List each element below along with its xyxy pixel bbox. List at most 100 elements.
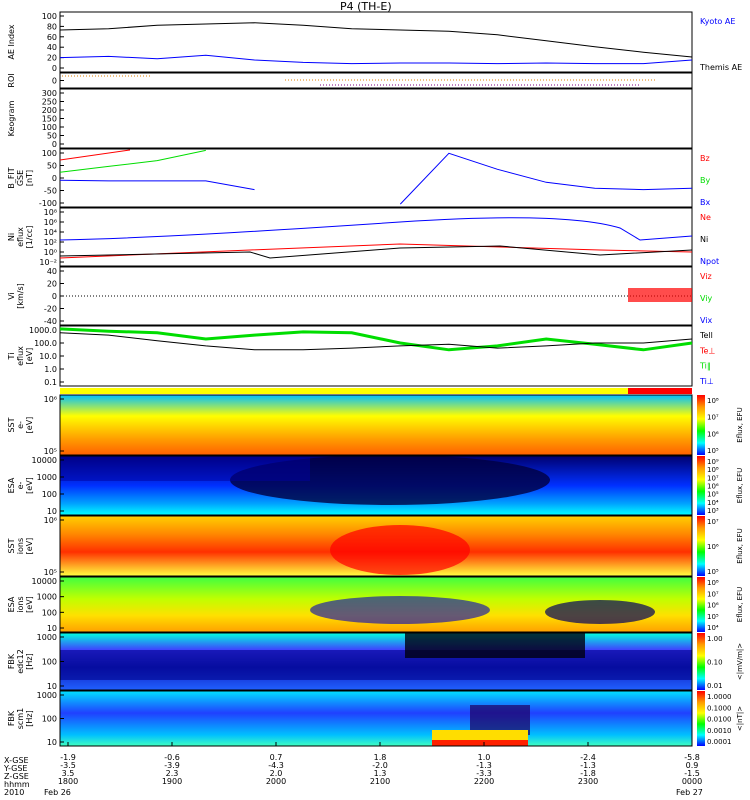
panel-ylabel-ti: Ti — [7, 353, 16, 361]
panel-tick-vi: 0 — [52, 292, 57, 301]
panel-ylabel-sst_i: SST — [7, 538, 16, 553]
colorbar-tick-sst_e: 10⁶ — [707, 430, 719, 438]
legend-ni: Ni — [700, 235, 708, 244]
colorbar-tick-esa_i: 10⁵ — [707, 613, 719, 621]
xaxis-tick-z: 2.0 — [270, 769, 283, 778]
esa-e-lowflux — [60, 456, 310, 481]
panel-tick-keogram: 250 — [42, 98, 57, 107]
xaxis-row-label-hhmm: hhmm — [4, 780, 30, 789]
panel-tick-sst_i: 10⁶ — [44, 516, 57, 525]
panel-tick-sst_e: 10⁵ — [44, 447, 57, 456]
colorbar-esa_i — [697, 577, 705, 632]
colorbar-tick-fbk_scm: 1.0000 — [707, 693, 732, 701]
panel-ylabel-bfit: B_FIT — [7, 167, 16, 188]
colorbar-tick-fbk_scm: 0.0100 — [707, 716, 732, 724]
panel-frame-ti — [59, 325, 693, 387]
colorbar-tick-esa_i: 10⁴ — [707, 624, 719, 632]
panel-frame-esa_e — [59, 455, 693, 516]
xaxis-row-label-z: Z-GSE — [4, 772, 29, 781]
panel-tick-esa_i: 1000 — [37, 593, 57, 602]
xaxis-end-date: Feb 27 — [676, 788, 703, 797]
colorbar-tick-esa_e: 10⁵ — [707, 491, 719, 499]
colorbar-tick-esa_i: 10⁸ — [707, 579, 719, 587]
panel-tick-ni: 10⁻² — [39, 258, 57, 267]
panel-tick-ti: 100.0 — [34, 339, 57, 348]
panel-tick-ti: 1000.0 — [29, 326, 57, 335]
panel-tick-esa_e: 10 — [47, 507, 57, 516]
panel-tick-vi: -40 — [44, 317, 57, 326]
panel-tick-ae: 60 — [47, 33, 57, 42]
panel-tick-fbk_edc: 10 — [47, 682, 57, 691]
spectrogram-sst_e — [60, 395, 692, 455]
panel-ylabel-sst_i: ions — [16, 538, 25, 554]
panel-ylabel-esa_i: ESA — [7, 596, 16, 612]
panel-ylabel-ae: AE Index — [7, 24, 16, 59]
panel-tick-ae: 20 — [47, 54, 57, 63]
panel-tick-bfit: -100 — [39, 199, 57, 208]
colorbar-tick-esa_e: 10⁷ — [707, 474, 719, 482]
colorbar-tick-fbk_edc: 0.10 — [707, 659, 723, 667]
panel-tick-esa_i: 10 — [47, 624, 57, 633]
xaxis-tick-y: -2.0 — [372, 761, 388, 770]
legend-vi: Viy — [700, 294, 713, 303]
series-line-tell — [59, 332, 693, 351]
xaxis-tick-z: -3.3 — [476, 769, 492, 778]
panel-tick-ti: 1.0 — [44, 365, 57, 374]
xaxis-tick-x: -2.4 — [580, 753, 596, 762]
xaxis-tick-time: 2200 — [474, 777, 494, 786]
panel-tick-bfit: -50 — [44, 187, 57, 196]
panel-tick-ni: 10⁶ — [44, 218, 57, 227]
panel-frame-sst_i — [59, 515, 693, 577]
fbk-edc-dark — [405, 633, 585, 658]
colorbar-sst_e — [697, 395, 705, 455]
colorbar-label-esa_e: Eflux, EFU — [736, 468, 744, 503]
panel-ylabel-ti: eflux — [16, 346, 25, 366]
panel-tick-esa_e: 10000 — [32, 456, 57, 465]
xaxis-tick-time: 0000 — [682, 777, 702, 786]
colorbar-sst_i — [697, 516, 705, 576]
panel-ylabel-vi: Vi — [7, 292, 16, 300]
panel-ylabel-sst_e: e- — [16, 421, 25, 429]
panel-frame-ni — [59, 207, 693, 267]
colorbar-label-esa_i: Eflux, EFU — [736, 587, 744, 622]
legend-bfit: Bx — [700, 198, 710, 207]
colorbar-label-fbk_edc: <|mV/m|> — [736, 643, 744, 680]
panel-ylabel-fbk_scm: scm1 — [16, 708, 25, 729]
colorbar-tick-esa_e: 10³ — [707, 507, 719, 515]
xaxis-tick-time: 1900 — [162, 777, 182, 786]
panel-ylabel-ni: [1/cc] — [25, 226, 34, 249]
panel-frame-esa_i — [59, 576, 693, 633]
spectrogram-fbk_scm — [60, 691, 692, 746]
panel-tick-fbk_edc: 1000 — [37, 633, 57, 642]
colorbar-tick-fbk_scm: 0.0010 — [707, 727, 732, 735]
panel-tick-fbk_scm: 10 — [47, 738, 57, 747]
legend-ae: Kyoto AE — [700, 17, 735, 26]
colorbar-fbk_edc — [697, 633, 705, 690]
panel-ylabel-esa_e: [eV] — [25, 477, 34, 494]
xaxis-tick-time: 2000 — [266, 777, 286, 786]
fbk-scm-red — [432, 740, 528, 746]
legend-bfit: By — [700, 176, 710, 185]
series-line-themisae — [59, 54, 693, 65]
series-line-bx — [59, 152, 693, 205]
panel-tick-fbk_scm: 100 — [42, 715, 57, 724]
colorbar-tick-esa_e: 10⁶ — [707, 483, 719, 491]
panel-tick-esa_i: 10000 — [32, 577, 57, 586]
panel-ylabel-ni: Ni — [7, 233, 16, 241]
colorbar-label-sst_i: Eflux, EFU — [736, 528, 744, 563]
colorbar-tick-sst_i: 10⁵ — [707, 568, 719, 576]
legend-ti: Te⊥ — [699, 346, 715, 355]
panel-tick-fbk_scm: 1000 — [37, 691, 57, 700]
xaxis-tick-z: -1.8 — [580, 769, 596, 778]
colorbar-fbk_scm — [697, 691, 705, 746]
colorbar-tick-fbk_edc: 0.01 — [707, 682, 723, 690]
panel-ylabel-esa_e: ESA — [7, 477, 16, 493]
panel-ylabel-sst_i: [eV] — [25, 538, 34, 555]
xaxis-tick-y: 0.9 — [686, 761, 699, 770]
series-line-npot — [59, 217, 693, 241]
xaxis-tick-y: -1.3 — [580, 761, 596, 770]
panel-tick-vi: 40 — [47, 267, 57, 276]
panel-tick-roi: 0 — [52, 77, 57, 86]
panel-tick-keogram: 200 — [42, 106, 57, 115]
xaxis-tick-z: 3.5 — [62, 769, 75, 778]
